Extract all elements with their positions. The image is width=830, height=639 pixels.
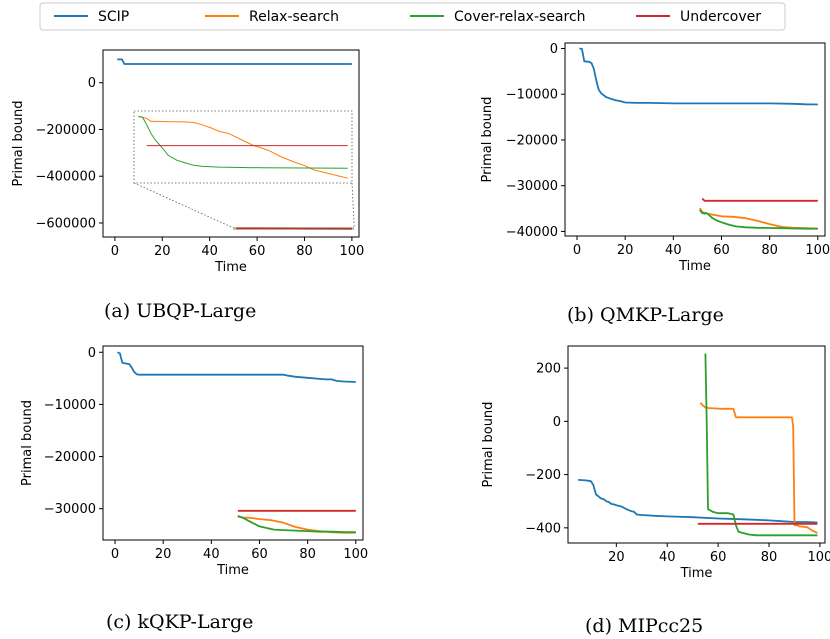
inset-frame bbox=[133, 110, 353, 184]
series-line-cover-relax-search bbox=[237, 515, 356, 534]
x-tick-label: 100 bbox=[339, 244, 364, 259]
x-tick-label: 80 bbox=[296, 244, 313, 259]
y-axis-label: Primal bound bbox=[481, 402, 496, 488]
x-tick-label: 0 bbox=[573, 243, 581, 258]
axes-frame bbox=[102, 49, 360, 238]
x-tick-label: 100 bbox=[805, 243, 830, 258]
x-tick-label: 0 bbox=[111, 547, 119, 562]
y-tick-label: −20000 bbox=[506, 133, 558, 148]
x-tick-label: 40 bbox=[659, 550, 676, 565]
legend-label-cover-relax-search: Cover-relax-search bbox=[454, 9, 586, 25]
plot-area bbox=[578, 353, 818, 537]
x-tick-label: 40 bbox=[665, 243, 682, 258]
x-tick-label: 20 bbox=[154, 244, 171, 259]
axes-frame bbox=[567, 345, 826, 544]
x-tick-label: 40 bbox=[201, 244, 218, 259]
chart-panel-qmkp-large: 0 20 40 60 80 100 0 −10000 −20000 −30000 −40000 Tim… bbox=[480, 42, 830, 274]
y-tick-label: −40000 bbox=[506, 225, 558, 240]
y-tick-label: 200 bbox=[536, 362, 561, 377]
plot-area bbox=[579, 47, 818, 230]
legend-label-scip: SCIP bbox=[98, 9, 129, 25]
y-tick-label: −400 bbox=[525, 521, 561, 536]
series-line-relax-search bbox=[699, 402, 818, 534]
y-tick-label: −30000 bbox=[506, 179, 558, 194]
x-tick-label: 100 bbox=[807, 550, 830, 565]
series-line-scip bbox=[579, 47, 818, 106]
y-tick-label: −200 bbox=[525, 468, 561, 483]
y-tick-label: −10000 bbox=[44, 398, 96, 413]
legend-entry-undercover: Undercover bbox=[636, 9, 761, 25]
legend-entry-relax-search: Relax-search bbox=[205, 9, 339, 25]
series-line-scip bbox=[578, 479, 818, 524]
series-line-relax-search bbox=[699, 207, 818, 230]
y-tick-label: 0 bbox=[88, 346, 96, 361]
zoom-inset bbox=[133, 110, 355, 230]
zoom-connector-line bbox=[351, 182, 355, 228]
chart-panel-kqkp-large: 0 20 40 60 80 100 0 −10000 −20000 −30000 Time Prima… bbox=[20, 345, 368, 578]
caption-ubqp-large: (a) UBQP-Large bbox=[104, 300, 256, 322]
series-line-undercover bbox=[701, 197, 818, 202]
x-tick-label: 20 bbox=[617, 243, 634, 258]
series-line-cover-relax-search bbox=[704, 353, 818, 537]
y-tick-label: −10000 bbox=[506, 88, 558, 103]
y-tick-label: −400000 bbox=[35, 170, 96, 185]
axes-frame bbox=[564, 42, 826, 237]
series-line-scip bbox=[117, 58, 352, 65]
x-tick-label: 60 bbox=[249, 244, 266, 259]
zoom-source-box bbox=[232, 227, 355, 230]
y-tick-label: −30000 bbox=[44, 502, 96, 517]
y-axis-label: Primal bound bbox=[480, 97, 495, 183]
axes-frame bbox=[102, 345, 364, 541]
x-tick-label: 60 bbox=[713, 243, 730, 258]
x-tick-label: 100 bbox=[343, 547, 368, 562]
y-tick-label: −200000 bbox=[35, 123, 96, 138]
caption-qmkp-large: (b) QMKP-Large bbox=[567, 304, 724, 326]
legend-entry-cover-relax-search: Cover-relax-search bbox=[410, 9, 586, 25]
legend-label-undercover: Undercover bbox=[680, 9, 761, 25]
x-tick-label: 80 bbox=[761, 550, 778, 565]
series-line-scip bbox=[117, 351, 356, 383]
x-axis-label: Time bbox=[680, 566, 713, 581]
y-tick-label: −20000 bbox=[44, 450, 96, 465]
caption-kqkp-large: (c) kQKP-Large bbox=[106, 611, 253, 633]
y-axis-label: Primal bound bbox=[11, 101, 26, 187]
x-tick-label: 0 bbox=[111, 244, 119, 259]
x-tick-label: 20 bbox=[608, 550, 625, 565]
y-tick-label: −600000 bbox=[35, 216, 96, 231]
x-axis-label: Time bbox=[216, 563, 249, 578]
x-tick-label: 60 bbox=[710, 550, 727, 565]
x-tick-label: 40 bbox=[203, 547, 220, 562]
zoom-connector-line bbox=[133, 182, 234, 229]
y-tick-label: 0 bbox=[550, 42, 558, 57]
legend: SCIP Relax-search Cover-relax-search Und… bbox=[39, 2, 786, 31]
x-tick-label: 80 bbox=[299, 547, 316, 562]
series-line-cover-relax-search bbox=[699, 209, 818, 230]
chart-panel-mipcc25: 20 40 60 80 100 200 0 −200 −400 Time Primal bound bbox=[481, 345, 830, 581]
y-tick-label: 0 bbox=[88, 76, 96, 91]
x-axis-label: Time bbox=[214, 260, 247, 275]
x-tick-label: 20 bbox=[155, 547, 172, 562]
y-axis-label: Primal bound bbox=[20, 400, 35, 486]
legend-entry-scip: SCIP bbox=[54, 9, 129, 25]
x-tick-label: 60 bbox=[251, 547, 268, 562]
x-tick-label: 80 bbox=[761, 243, 778, 258]
legend-label-relax-search: Relax-search bbox=[249, 9, 339, 25]
chart-panel-ubqp-large: 0 20 40 60 80 100 0 −200000 −400000 −600000 Time Pr… bbox=[11, 49, 364, 275]
caption-mipcc25: (d) MIPcc25 bbox=[585, 615, 703, 637]
inset-series-line-cover-relax-search bbox=[138, 116, 348, 169]
x-axis-label: Time bbox=[678, 259, 711, 274]
plot-area bbox=[117, 351, 356, 534]
y-tick-label: 0 bbox=[553, 415, 561, 430]
